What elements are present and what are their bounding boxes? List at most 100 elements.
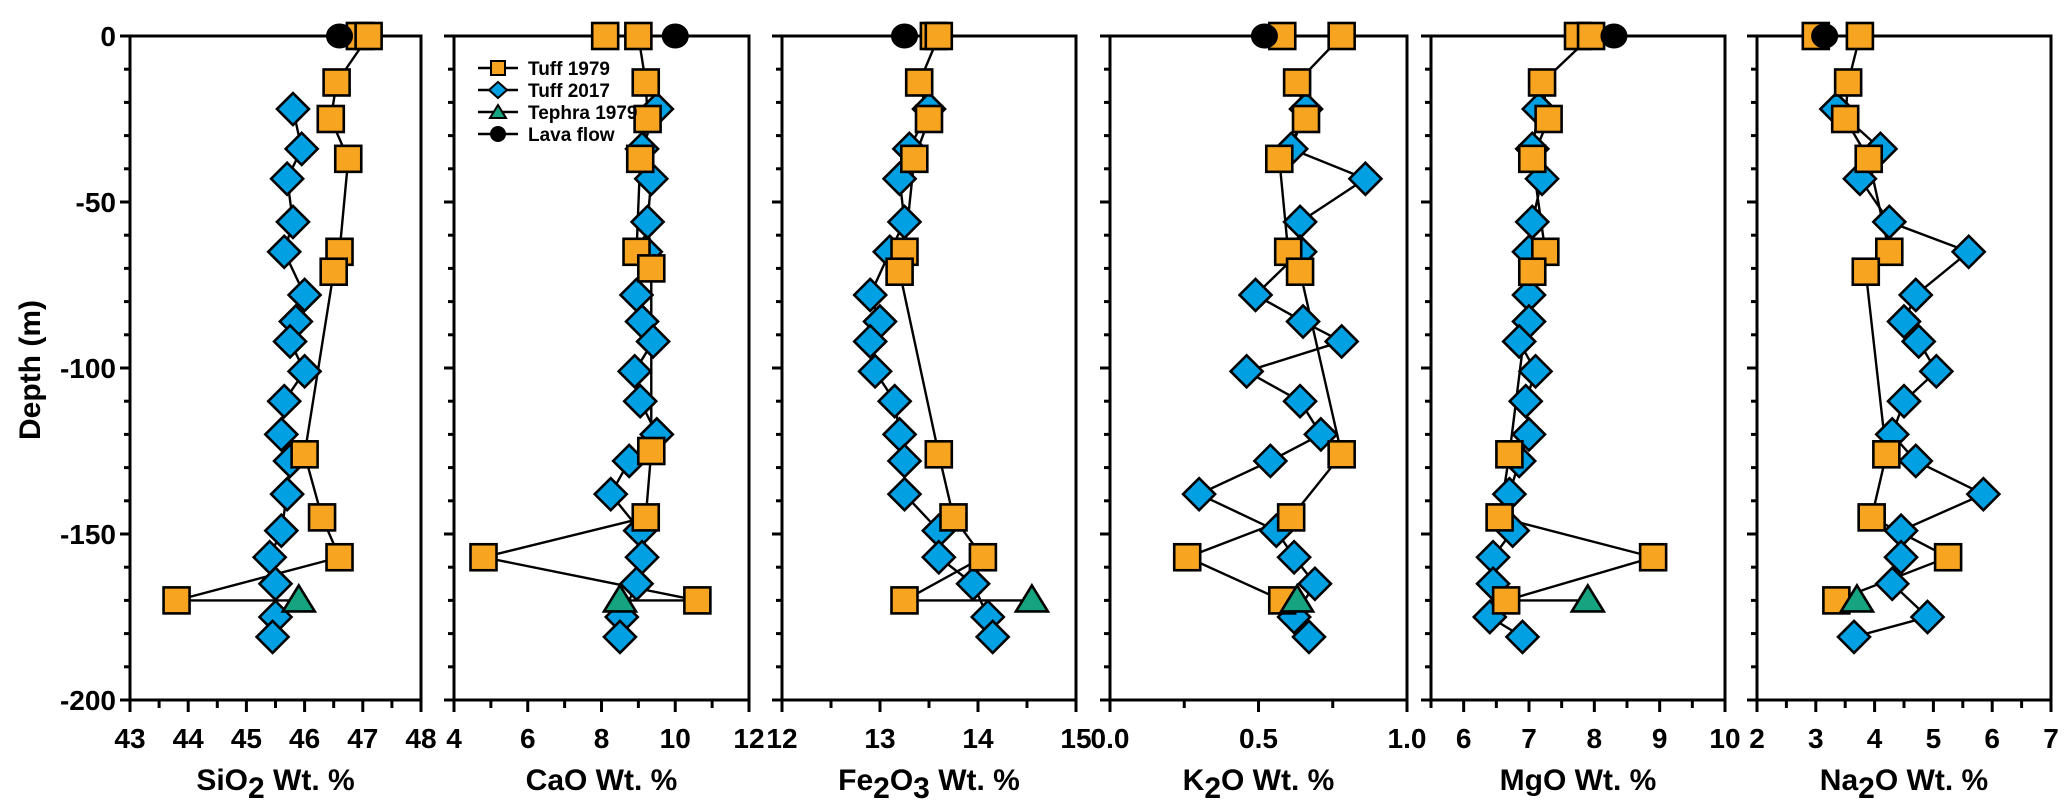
tephra-1979-point xyxy=(280,582,318,613)
tuff-1979-point xyxy=(904,68,934,97)
tephra-1979-point xyxy=(1569,582,1607,613)
tuff-1979-point xyxy=(1517,257,1547,287)
tuff-1979-point xyxy=(683,586,712,615)
y-tick-label: -100 xyxy=(60,353,116,384)
tuff-2017-point xyxy=(1900,323,1937,360)
tephra-1979-point xyxy=(1278,582,1316,613)
x-tick-label: 12 xyxy=(766,723,797,754)
x-tick-label: 1.0 xyxy=(1388,723,1427,754)
tuff-1979-point xyxy=(636,436,666,466)
x-tick-label: 6 xyxy=(520,723,536,754)
legend-entry: Tuff 2017 xyxy=(478,80,610,102)
tuff-2017-point xyxy=(955,565,991,602)
tuff-2017-point xyxy=(624,539,660,576)
tuff-2017-point xyxy=(857,353,893,390)
tuff-2017-point xyxy=(266,383,303,420)
tuff-1979-point xyxy=(890,586,919,615)
tuff-1979-point xyxy=(469,542,498,572)
x-tick-label: 6 xyxy=(1456,723,1472,754)
tuff-2017-point xyxy=(1909,599,1946,635)
legend-entry: Tuff 1979 xyxy=(478,59,610,80)
x-tick-label: 43 xyxy=(114,723,145,754)
tuff-1979-point xyxy=(625,144,655,174)
tuff-2017-point xyxy=(272,323,308,360)
tuff-1979-point xyxy=(1491,586,1521,615)
legend-diamond-icon xyxy=(487,80,509,100)
tuff-2017-point xyxy=(283,131,320,167)
tuff-1979-point xyxy=(1534,104,1563,134)
x-axis-label: CaO Wt. % xyxy=(526,764,678,797)
tuff-2017-point xyxy=(876,383,913,420)
legend-square-icon xyxy=(490,60,506,76)
x-axis-label: MgO Wt. % xyxy=(1500,764,1657,797)
tuff-2017-point xyxy=(266,233,303,270)
tuff-2017-point xyxy=(1276,539,1312,576)
panel-mgo: 6 7 8 9 10 MgO Wt. % xyxy=(1421,21,1741,797)
x-tick-label: 5 xyxy=(1926,723,1942,754)
tuff-2017-point xyxy=(1323,323,1360,360)
panel-na2o: 2 3 4 5 6 7 Na2O Wt. % xyxy=(1747,21,2059,805)
y-tick-label: -50 xyxy=(76,187,116,218)
tuff-2017-point xyxy=(1285,303,1321,340)
tuff-2017-point xyxy=(275,204,311,240)
tuff-1979-point xyxy=(899,144,929,174)
legend-label: Tephra 1979 xyxy=(528,103,637,124)
tuff-2017-point xyxy=(263,416,300,453)
tuff-2017-point xyxy=(286,353,323,390)
tuff-1979-point xyxy=(1485,503,1514,532)
tuff-2017-point xyxy=(618,565,655,602)
tuff-1979-point xyxy=(1264,144,1294,174)
x-tick-label: 45 xyxy=(231,723,262,754)
lava-flow-point xyxy=(661,23,689,49)
tuff-1979-point xyxy=(333,144,363,174)
tuff-1979-point xyxy=(939,503,968,532)
x-tick-label: 14 xyxy=(962,723,994,754)
legend-triangle-icon xyxy=(488,103,508,119)
tuff-2017-point xyxy=(1886,303,1922,340)
tuff-2017-point xyxy=(622,383,659,420)
x-tick-label: 0.0 xyxy=(1091,723,1130,754)
plot-frame xyxy=(1755,34,2053,702)
x-axis-label: Na2O Wt. % xyxy=(1820,764,1988,805)
tuff-1979-point xyxy=(1327,21,1356,51)
tuff-1979-point xyxy=(1172,542,1202,572)
tuff-2017-point xyxy=(1501,323,1538,360)
x-tick-label: 8 xyxy=(1587,723,1603,754)
tuff-2017-point xyxy=(1228,353,1265,390)
tuff-1979-point xyxy=(914,104,944,134)
tuff-2017-point xyxy=(886,443,923,479)
tuff-1979-point xyxy=(631,503,661,532)
x-tick-label: 15 xyxy=(1060,723,1091,754)
tuff-2017-point xyxy=(1874,565,1911,602)
tuff-1979-point xyxy=(162,586,191,615)
tuff-1979-point xyxy=(1872,440,1901,469)
tephra-1979-point xyxy=(1838,582,1876,613)
tuff-1979-point xyxy=(1833,68,1863,97)
tuff-2017-point xyxy=(602,619,638,655)
y-tick-label: 0 xyxy=(100,21,116,52)
tuff-1979-point xyxy=(290,440,319,469)
tuff-1979-point xyxy=(319,257,349,287)
tuff-2017-point xyxy=(286,277,323,313)
x-tick-label: 12 xyxy=(733,723,764,754)
tuff-1979-point xyxy=(1845,21,1875,51)
tuff-2017-point xyxy=(920,539,957,576)
tuff-1979-point xyxy=(636,254,666,283)
tuff-1979-point xyxy=(1517,144,1547,174)
tuff-1979-point xyxy=(633,104,662,134)
tuff-2017-point xyxy=(1897,277,1934,313)
tuff-2017-point xyxy=(852,323,889,360)
tuff-1979-point xyxy=(1830,104,1860,134)
x-tick-label: 0.5 xyxy=(1239,723,1278,754)
y-tick-label: -200 xyxy=(60,685,116,716)
tuff-1979-point xyxy=(624,21,653,51)
x-tick-label: 13 xyxy=(864,723,895,754)
tuff-2017-point xyxy=(269,476,305,512)
tuff-1979-point xyxy=(1933,542,1963,572)
legend-entry: Tephra 1979 xyxy=(478,103,637,124)
tuff-2017-point xyxy=(618,277,655,313)
tuff-2017-point xyxy=(1297,565,1333,602)
x-tick-label: 7 xyxy=(2043,723,2059,754)
tuff-2017-point xyxy=(257,565,294,602)
